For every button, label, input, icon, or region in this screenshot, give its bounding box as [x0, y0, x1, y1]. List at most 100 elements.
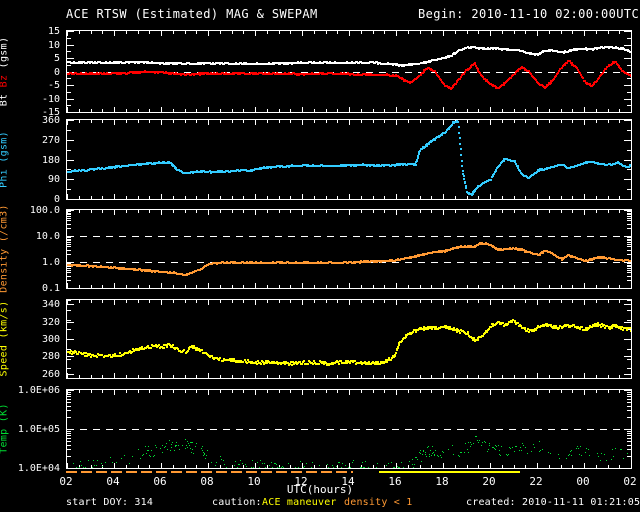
data-point: [230, 170, 232, 172]
data-point: [282, 362, 284, 364]
x-tick-mark: [490, 463, 491, 468]
data-point: [449, 326, 451, 328]
x-tick-mark: [232, 31, 233, 34]
data-point: [413, 79, 415, 81]
x-tick-mark: [384, 390, 385, 393]
data-point: [492, 174, 494, 176]
data-point: [451, 124, 453, 126]
x-tick-mark: [302, 31, 303, 36]
data-point: [188, 273, 190, 275]
x-tick-mark: [91, 109, 92, 112]
data-point: [88, 73, 90, 75]
data-point: [555, 75, 557, 77]
data-point: [352, 462, 353, 463]
data-point: [290, 165, 292, 167]
data-point: [570, 50, 572, 52]
data-point: [143, 62, 145, 64]
y-minor-tick: [67, 214, 71, 215]
data-point: [626, 329, 628, 331]
data-point: [340, 360, 342, 362]
data-point: [406, 334, 408, 336]
x-tick-mark: [478, 196, 479, 199]
y-minor-tick: [627, 300, 631, 301]
x-tick-mark: [337, 31, 338, 34]
data-point: [475, 436, 476, 437]
data-point: [623, 458, 624, 459]
data-point: [118, 73, 120, 75]
data-point: [182, 350, 184, 352]
data-point: [116, 62, 118, 64]
data-point: [265, 360, 267, 362]
y-minor-tick: [627, 65, 631, 66]
data-point: [599, 75, 601, 77]
data-point: [390, 260, 392, 262]
data-point: [453, 84, 455, 86]
data-point: [239, 464, 240, 465]
x-tick-mark: [208, 373, 209, 378]
y-minor-tick: [627, 441, 631, 442]
data-point: [295, 467, 296, 468]
x-tick-mark: [455, 375, 456, 378]
data-point: [606, 66, 608, 68]
x-tick-mark: [255, 194, 256, 199]
data-point: [339, 73, 341, 75]
data-point: [585, 452, 586, 453]
y-minor-tick: [67, 399, 71, 400]
data-point: [539, 53, 541, 55]
x-tick-mark: [619, 210, 620, 213]
data-point: [267, 73, 269, 75]
data-point: [358, 62, 360, 64]
y-minor-tick: [67, 378, 71, 379]
data-point: [202, 446, 203, 447]
data-point: [88, 354, 90, 356]
x-tick-mark: [220, 120, 221, 123]
data-point: [548, 452, 549, 453]
data-point: [362, 261, 364, 263]
x-tick-mark: [361, 465, 362, 468]
data-point: [346, 73, 348, 75]
data-point: [413, 164, 415, 166]
y-minor-tick: [627, 276, 631, 277]
x-tick-label: 00: [576, 475, 590, 488]
data-point: [429, 61, 431, 63]
data-point: [604, 454, 605, 455]
data-point: [185, 448, 186, 449]
data-point: [442, 451, 443, 452]
data-point: [627, 453, 628, 454]
data-point: [90, 356, 92, 358]
data-point: [159, 347, 161, 349]
data-point: [464, 182, 466, 184]
data-point: [399, 259, 401, 261]
y-minor-tick: [627, 214, 631, 215]
data-point: [467, 333, 469, 335]
data-point: [204, 453, 205, 454]
x-tick-mark: [631, 194, 632, 199]
data-point: [190, 442, 191, 443]
data-point: [203, 63, 205, 65]
x-tick-mark: [608, 390, 609, 393]
y-tick-mark: [624, 374, 631, 375]
data-point: [237, 73, 239, 75]
data-point: [191, 442, 192, 443]
data-point: [448, 127, 450, 129]
data-point: [420, 453, 421, 454]
x-tick-mark: [525, 375, 526, 378]
data-point: [587, 260, 589, 262]
y-minor-tick: [627, 433, 631, 434]
x-tick-mark: [91, 120, 92, 123]
data-point: [79, 73, 81, 75]
x-tick-mark: [431, 285, 432, 288]
data-point: [550, 324, 552, 326]
x-tick-mark: [537, 463, 538, 468]
data-point: [224, 73, 226, 75]
x-tick-mark: [91, 465, 92, 468]
data-point: [191, 452, 192, 453]
data-point: [172, 442, 173, 443]
data-point: [407, 163, 409, 165]
x-tick-mark: [467, 285, 468, 288]
data-point: [374, 363, 376, 365]
x-tick-mark: [243, 465, 244, 468]
data-point: [275, 166, 277, 168]
data-point: [546, 85, 548, 87]
data-point: [125, 352, 127, 354]
